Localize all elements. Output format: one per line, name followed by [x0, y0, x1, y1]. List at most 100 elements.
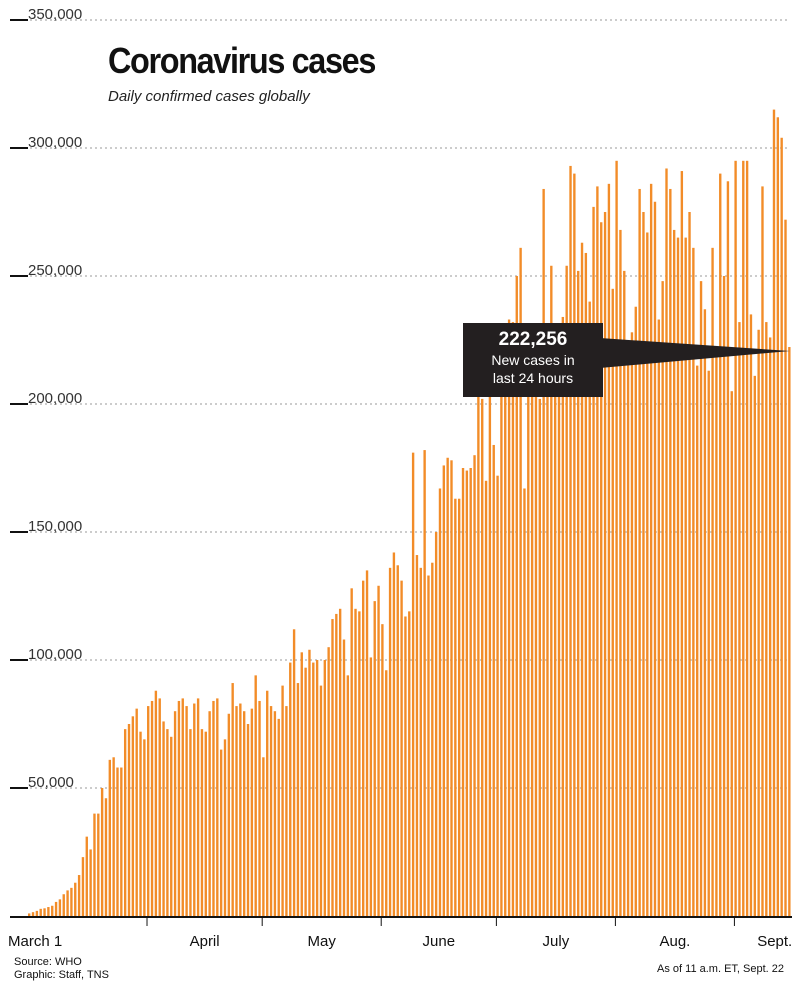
- bar: [473, 455, 476, 916]
- bar: [404, 616, 407, 916]
- bar: [89, 849, 92, 916]
- bar: [143, 739, 146, 916]
- bar: [39, 908, 42, 916]
- bar: [181, 698, 184, 916]
- bar: [584, 252, 588, 916]
- bar: [515, 276, 518, 916]
- x-tick-label: June: [423, 933, 456, 950]
- bar: [427, 575, 430, 916]
- bar: [634, 306, 637, 917]
- bar: [550, 265, 553, 916]
- bar: [292, 629, 296, 916]
- bar: [511, 322, 515, 917]
- bar: [158, 698, 161, 916]
- bar: [488, 355, 492, 916]
- y-tick-label: 300,000: [28, 134, 82, 151]
- bar: [170, 736, 173, 916]
- bar: [492, 444, 495, 916]
- bar: [519, 247, 522, 917]
- bar: [569, 165, 572, 917]
- bar: [342, 639, 346, 916]
- bar: [373, 601, 376, 916]
- bar: [193, 703, 196, 916]
- bar: [749, 314, 753, 916]
- bar: [35, 910, 39, 916]
- bar: [642, 212, 645, 916]
- bar: [527, 340, 530, 916]
- bar: [31, 912, 35, 916]
- bar: [580, 242, 584, 917]
- bar: [504, 340, 507, 916]
- bar: [500, 355, 503, 916]
- bar: [619, 229, 622, 917]
- bar: [327, 647, 330, 916]
- bar: [235, 706, 238, 916]
- bar: [461, 468, 465, 916]
- bar: [285, 706, 288, 916]
- bar: [208, 711, 211, 916]
- bar: [200, 729, 204, 916]
- bar: [707, 370, 710, 917]
- bar: [312, 662, 315, 916]
- bar: [780, 137, 783, 916]
- bar: [623, 270, 626, 916]
- bar: [166, 729, 169, 916]
- callout-pointer: [600, 338, 790, 368]
- bar: [657, 319, 661, 916]
- bar: [684, 237, 687, 917]
- x-tick-label: April: [190, 933, 220, 950]
- bar: [296, 683, 300, 916]
- bar: [204, 731, 207, 916]
- bar: [139, 731, 142, 916]
- bar: [231, 683, 234, 916]
- bar: [761, 186, 764, 916]
- bar: [338, 608, 342, 916]
- bar: [776, 117, 780, 916]
- bar: [250, 708, 254, 916]
- bar: [588, 301, 591, 917]
- footer-credits: Source: WHO Graphic: Staff, TNS: [14, 956, 109, 982]
- bar: [607, 183, 611, 917]
- bar: [354, 608, 357, 916]
- bar: [592, 206, 595, 916]
- bar: [615, 160, 618, 917]
- bar: [722, 276, 726, 916]
- bar: [135, 708, 138, 916]
- bar: [465, 470, 469, 916]
- bar: [108, 759, 111, 916]
- source-credit: Source: WHO: [14, 956, 82, 968]
- bar: [546, 370, 549, 917]
- y-tick-label: 350,000: [28, 6, 82, 23]
- bar: [577, 270, 580, 916]
- bar: [120, 767, 123, 916]
- x-axis: March 1 April May June July Aug. Sept.: [8, 916, 792, 950]
- bar: [100, 788, 104, 916]
- bar: [304, 667, 307, 916]
- bar: [699, 281, 703, 916]
- bar: [315, 660, 319, 916]
- bar: [173, 711, 177, 916]
- bar: [523, 488, 526, 916]
- callout-text-line1: New cases in: [491, 352, 575, 368]
- bar: [116, 767, 119, 916]
- bar: [734, 160, 737, 917]
- bar: [289, 662, 292, 916]
- bar: [300, 652, 303, 916]
- bar: [738, 322, 741, 917]
- bars: [28, 109, 791, 917]
- bar: [600, 222, 603, 917]
- bar: [54, 901, 58, 916]
- bar: [77, 875, 81, 916]
- graphic-credit: Graphic: Staff, TNS: [14, 969, 109, 981]
- bar: [281, 685, 284, 916]
- bar: [611, 288, 614, 916]
- bar: [308, 649, 311, 916]
- chart-title: Coronavirus cases: [108, 40, 376, 81]
- bar: [335, 613, 338, 916]
- bar: [411, 452, 415, 916]
- bar: [630, 332, 634, 916]
- bar: [258, 700, 261, 916]
- bar: [446, 457, 449, 916]
- bar: [131, 716, 135, 916]
- bar: [212, 700, 215, 916]
